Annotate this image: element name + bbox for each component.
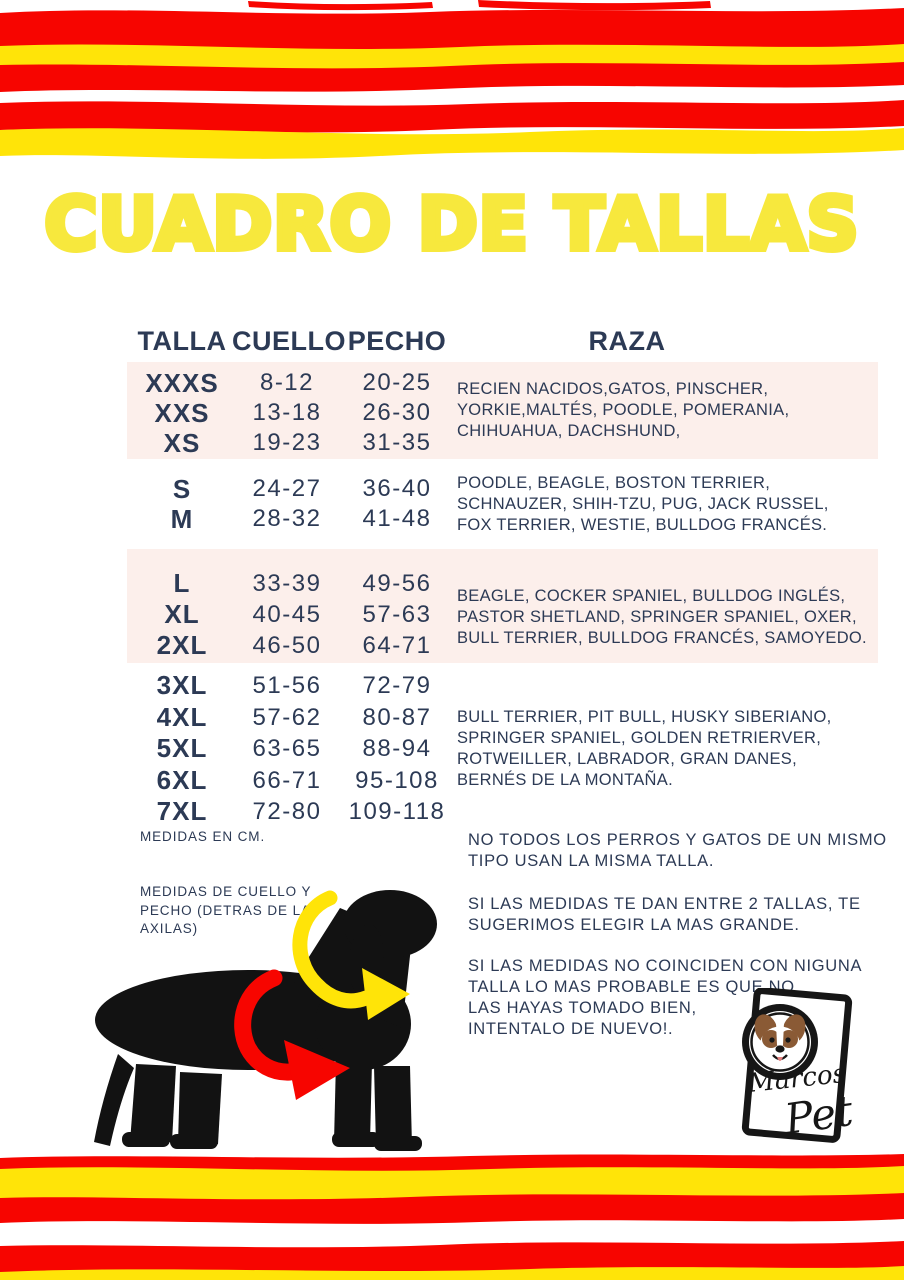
yellow-stripe (0, 44, 904, 69)
size-label: M (170, 504, 194, 534)
chest-range: 57-63 (362, 600, 432, 628)
breed-list: BEAGLE, COCKER SPANIEL, BULLDOG INGLÉS, … (457, 586, 867, 647)
talla-column: 3XL 4XL 5XL 6XL 7XL (127, 670, 237, 828)
tip-no-match: SI LAS MEDIDAS NO COINCIDEN CON NIGUNA T… (468, 957, 863, 1038)
yellow-stripe (0, 128, 904, 159)
tip-same-size: NO TODOS LOS PERROS Y GATOS DE UN MISMO … (468, 831, 887, 870)
chest-range: 109-118 (348, 798, 446, 826)
breed-list: BULL TERRIER, PIT BULL, HUSKY SIBERIANO,… (457, 708, 832, 789)
top-edge-dash (248, 1, 433, 11)
cuello-column: 8-12 13-18 19-23 (237, 366, 337, 459)
size-label: XS (163, 427, 201, 458)
neck-range: 40-45 (252, 600, 322, 628)
chest-range: 31-35 (362, 428, 432, 456)
neck-range: 72-80 (252, 798, 322, 826)
breed-list: RECIEN NACIDOS,GATOS, PINSCHER, YORKIE,M… (457, 380, 790, 440)
neck-range: 51-56 (252, 672, 322, 700)
chest-range: 80-87 (362, 703, 432, 731)
chest-range: 49-56 (362, 569, 432, 597)
chest-range: 64-71 (362, 631, 432, 659)
neck-range: 28-32 (252, 505, 322, 532)
size-label: 5XL (156, 733, 208, 764)
column-header-talla: TALLA (137, 326, 227, 356)
logo-dog-face-icon (742, 1004, 818, 1080)
size-label: XL (164, 598, 200, 629)
neck-range: 46-50 (252, 631, 322, 659)
poster-title: CUADRO DE TALLAS (42, 179, 862, 269)
chest-range: 36-40 (362, 475, 432, 502)
neck-range: 57-62 (252, 703, 322, 731)
size-group-s-m: S M 24-27 28-32 36-40 41-48 POODLE, BEAG… (127, 467, 878, 541)
cuello-column: 33-39 40-45 46-50 (237, 565, 337, 663)
neck-range: 66-71 (252, 766, 322, 794)
column-header-raza: RAZA (588, 326, 666, 356)
size-label: 3XL (156, 670, 208, 701)
size-group-xxxs-xs: XXXS XXS XS 8-12 13-18 19-23 20-25 26-30… (127, 362, 878, 459)
chest-range: 88-94 (362, 735, 432, 763)
size-label: XXS (154, 397, 210, 428)
chest-range: 95-108 (355, 766, 439, 794)
neck-range: 24-27 (252, 475, 322, 502)
cuello-column: 24-27 28-32 (237, 467, 337, 541)
chest-range: 26-30 (362, 398, 432, 426)
column-header-pecho: PECHO (347, 326, 447, 356)
size-label: 6XL (156, 764, 208, 795)
talla-column: S M (127, 467, 237, 541)
marcos-pet-logo: Marcos Pet (741, 988, 856, 1144)
top-edge-dash (478, 0, 711, 11)
yellow-stripe (0, 1266, 904, 1280)
column-header-cuello: CUELLO (232, 326, 346, 356)
neck-range: 63-65 (252, 735, 322, 763)
pecho-column: 36-40 41-48 (337, 467, 457, 541)
size-label: 4XL (156, 701, 208, 732)
size-label: S (172, 474, 192, 504)
units-note: MEDIDAS EN CM. (140, 829, 266, 844)
talla-column: XXXS XXS XS (127, 366, 237, 459)
white-stripe (0, 1219, 904, 1248)
size-label: L (173, 567, 191, 598)
pecho-column: 72-79 80-87 88-94 95-108 109-118 (337, 670, 457, 828)
logo-text-pet: Pet (781, 1086, 856, 1144)
talla-column: L XL 2XL (127, 565, 237, 663)
neck-range: 33-39 (252, 569, 322, 597)
size-label: 7XL (156, 796, 208, 827)
neck-range: 19-23 (252, 428, 322, 456)
bottom-stripes-decoration (0, 1154, 904, 1280)
yellow-stripe (0, 1166, 904, 1200)
chest-range: 20-25 (362, 368, 432, 396)
dog-silhouette-icon (94, 890, 437, 1151)
size-label: XXXS (145, 367, 219, 398)
red-stripe (0, 100, 904, 133)
neck-range: 13-18 (252, 398, 322, 426)
size-group-l-2xl: L XL 2XL 33-39 40-45 46-50 49-56 57-63 6… (127, 549, 878, 663)
chest-range: 72-79 (362, 672, 432, 700)
pecho-column: 20-25 26-30 31-35 (337, 366, 457, 459)
tip-between-sizes: SI LAS MEDIDAS TE DAN ENTRE 2 TALLAS, TE… (468, 895, 861, 934)
breed-list: POODLE, BEAGLE, BOSTON TERRIER, SCHNAUZE… (457, 473, 829, 534)
dog-measurement-illustration (94, 890, 437, 1151)
chest-range: 41-48 (362, 505, 432, 532)
neck-range: 8-12 (259, 368, 315, 396)
top-stripes-decoration (0, 0, 904, 159)
size-label: 2XL (156, 629, 208, 660)
table-header-row: TALLA CUELLO PECHO RAZA (127, 326, 878, 356)
neck-measure-arrow-icon (292, 890, 410, 1020)
cuello-column: 51-56 57-62 63-65 66-71 72-80 (237, 670, 337, 828)
pecho-column: 49-56 57-63 64-71 (337, 565, 457, 663)
size-group-3xl-7xl: 3XL 4XL 5XL 6XL 7XL 51-56 57-62 63-65 66… (127, 670, 878, 828)
chest-measure-arrow-icon (234, 969, 350, 1100)
